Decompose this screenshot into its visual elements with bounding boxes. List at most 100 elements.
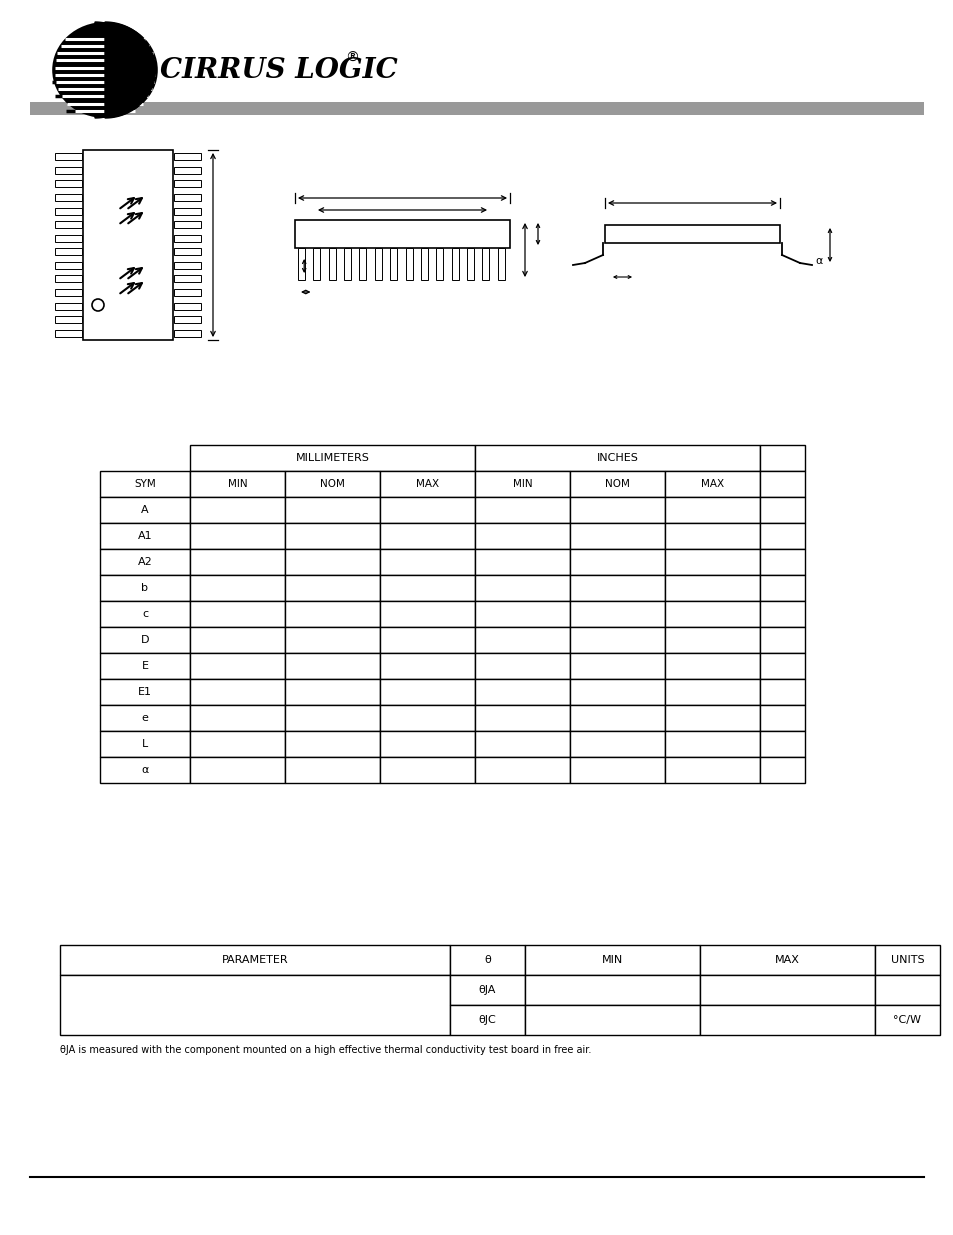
Bar xyxy=(475,679,569,705)
Text: °C/W: °C/W xyxy=(893,1015,921,1025)
Bar xyxy=(100,653,190,679)
Bar xyxy=(569,653,664,679)
Bar xyxy=(329,248,335,280)
Text: MAX: MAX xyxy=(416,479,438,489)
Bar xyxy=(700,1005,874,1035)
Bar xyxy=(379,757,475,783)
Bar xyxy=(436,248,443,280)
Bar xyxy=(664,757,760,783)
Bar xyxy=(285,471,379,496)
Text: NOM: NOM xyxy=(319,479,345,489)
Bar xyxy=(173,235,201,242)
Bar xyxy=(450,974,524,1005)
Bar xyxy=(569,522,664,550)
Bar xyxy=(173,289,201,296)
Bar xyxy=(190,679,285,705)
Text: PARAMETER: PARAMETER xyxy=(221,955,288,965)
Bar xyxy=(173,275,201,283)
Bar xyxy=(379,705,475,731)
Bar xyxy=(173,262,201,269)
Bar xyxy=(467,248,474,280)
Bar xyxy=(100,496,190,522)
Text: A2: A2 xyxy=(137,557,152,567)
Bar xyxy=(285,601,379,627)
Bar xyxy=(285,522,379,550)
Text: INCHES: INCHES xyxy=(596,453,638,463)
Bar xyxy=(100,522,190,550)
Bar xyxy=(55,330,82,337)
Bar xyxy=(190,496,285,522)
Bar xyxy=(173,330,201,337)
Bar xyxy=(55,248,82,256)
Bar xyxy=(475,601,569,627)
Bar xyxy=(55,194,82,201)
Bar xyxy=(100,471,190,496)
Bar xyxy=(379,522,475,550)
Bar xyxy=(760,705,804,731)
Bar xyxy=(475,496,569,522)
Bar xyxy=(173,303,201,310)
Bar xyxy=(190,522,285,550)
Bar xyxy=(100,601,190,627)
Bar xyxy=(475,757,569,783)
Bar xyxy=(475,705,569,731)
Ellipse shape xyxy=(52,22,157,119)
Bar xyxy=(664,731,760,757)
Bar xyxy=(100,679,190,705)
Text: θJC: θJC xyxy=(478,1015,496,1025)
Text: E: E xyxy=(141,661,149,671)
Bar xyxy=(664,601,760,627)
Bar xyxy=(173,180,201,188)
Text: b: b xyxy=(141,583,149,593)
Bar xyxy=(190,445,475,471)
Bar xyxy=(285,550,379,576)
Bar xyxy=(664,576,760,601)
Bar xyxy=(664,471,760,496)
Bar xyxy=(55,316,82,324)
Bar xyxy=(55,235,82,242)
Text: A: A xyxy=(141,505,149,515)
Bar xyxy=(375,248,381,280)
Bar xyxy=(55,153,82,161)
Text: MIN: MIN xyxy=(601,955,622,965)
Bar xyxy=(379,627,475,653)
Polygon shape xyxy=(95,22,143,119)
Bar xyxy=(190,627,285,653)
Bar xyxy=(100,731,190,757)
Bar xyxy=(451,248,458,280)
Text: θJA is measured with the component mounted on a high effective thermal conductiv: θJA is measured with the component mount… xyxy=(60,1045,591,1055)
Bar xyxy=(760,576,804,601)
Bar xyxy=(760,731,804,757)
Text: A1: A1 xyxy=(137,531,152,541)
Bar xyxy=(475,445,760,471)
Bar xyxy=(874,945,939,974)
Bar xyxy=(173,248,201,256)
Text: MAX: MAX xyxy=(700,479,723,489)
Bar xyxy=(100,550,190,576)
Bar xyxy=(190,601,285,627)
Bar xyxy=(55,180,82,188)
Bar xyxy=(760,496,804,522)
Bar xyxy=(60,945,450,974)
Bar xyxy=(285,653,379,679)
Polygon shape xyxy=(105,22,155,119)
Bar xyxy=(569,471,664,496)
Bar xyxy=(379,496,475,522)
Bar xyxy=(760,679,804,705)
Bar xyxy=(569,705,664,731)
Bar xyxy=(55,167,82,174)
Bar xyxy=(482,248,489,280)
Bar xyxy=(190,471,285,496)
Bar xyxy=(604,225,780,231)
Bar xyxy=(569,731,664,757)
Bar xyxy=(760,445,804,471)
Text: E1: E1 xyxy=(138,687,152,697)
Bar xyxy=(569,679,664,705)
Bar xyxy=(664,522,760,550)
Bar xyxy=(524,974,700,1005)
Bar xyxy=(100,757,190,783)
Bar xyxy=(285,576,379,601)
Bar xyxy=(664,496,760,522)
Text: D: D xyxy=(141,635,149,645)
Bar xyxy=(569,496,664,522)
